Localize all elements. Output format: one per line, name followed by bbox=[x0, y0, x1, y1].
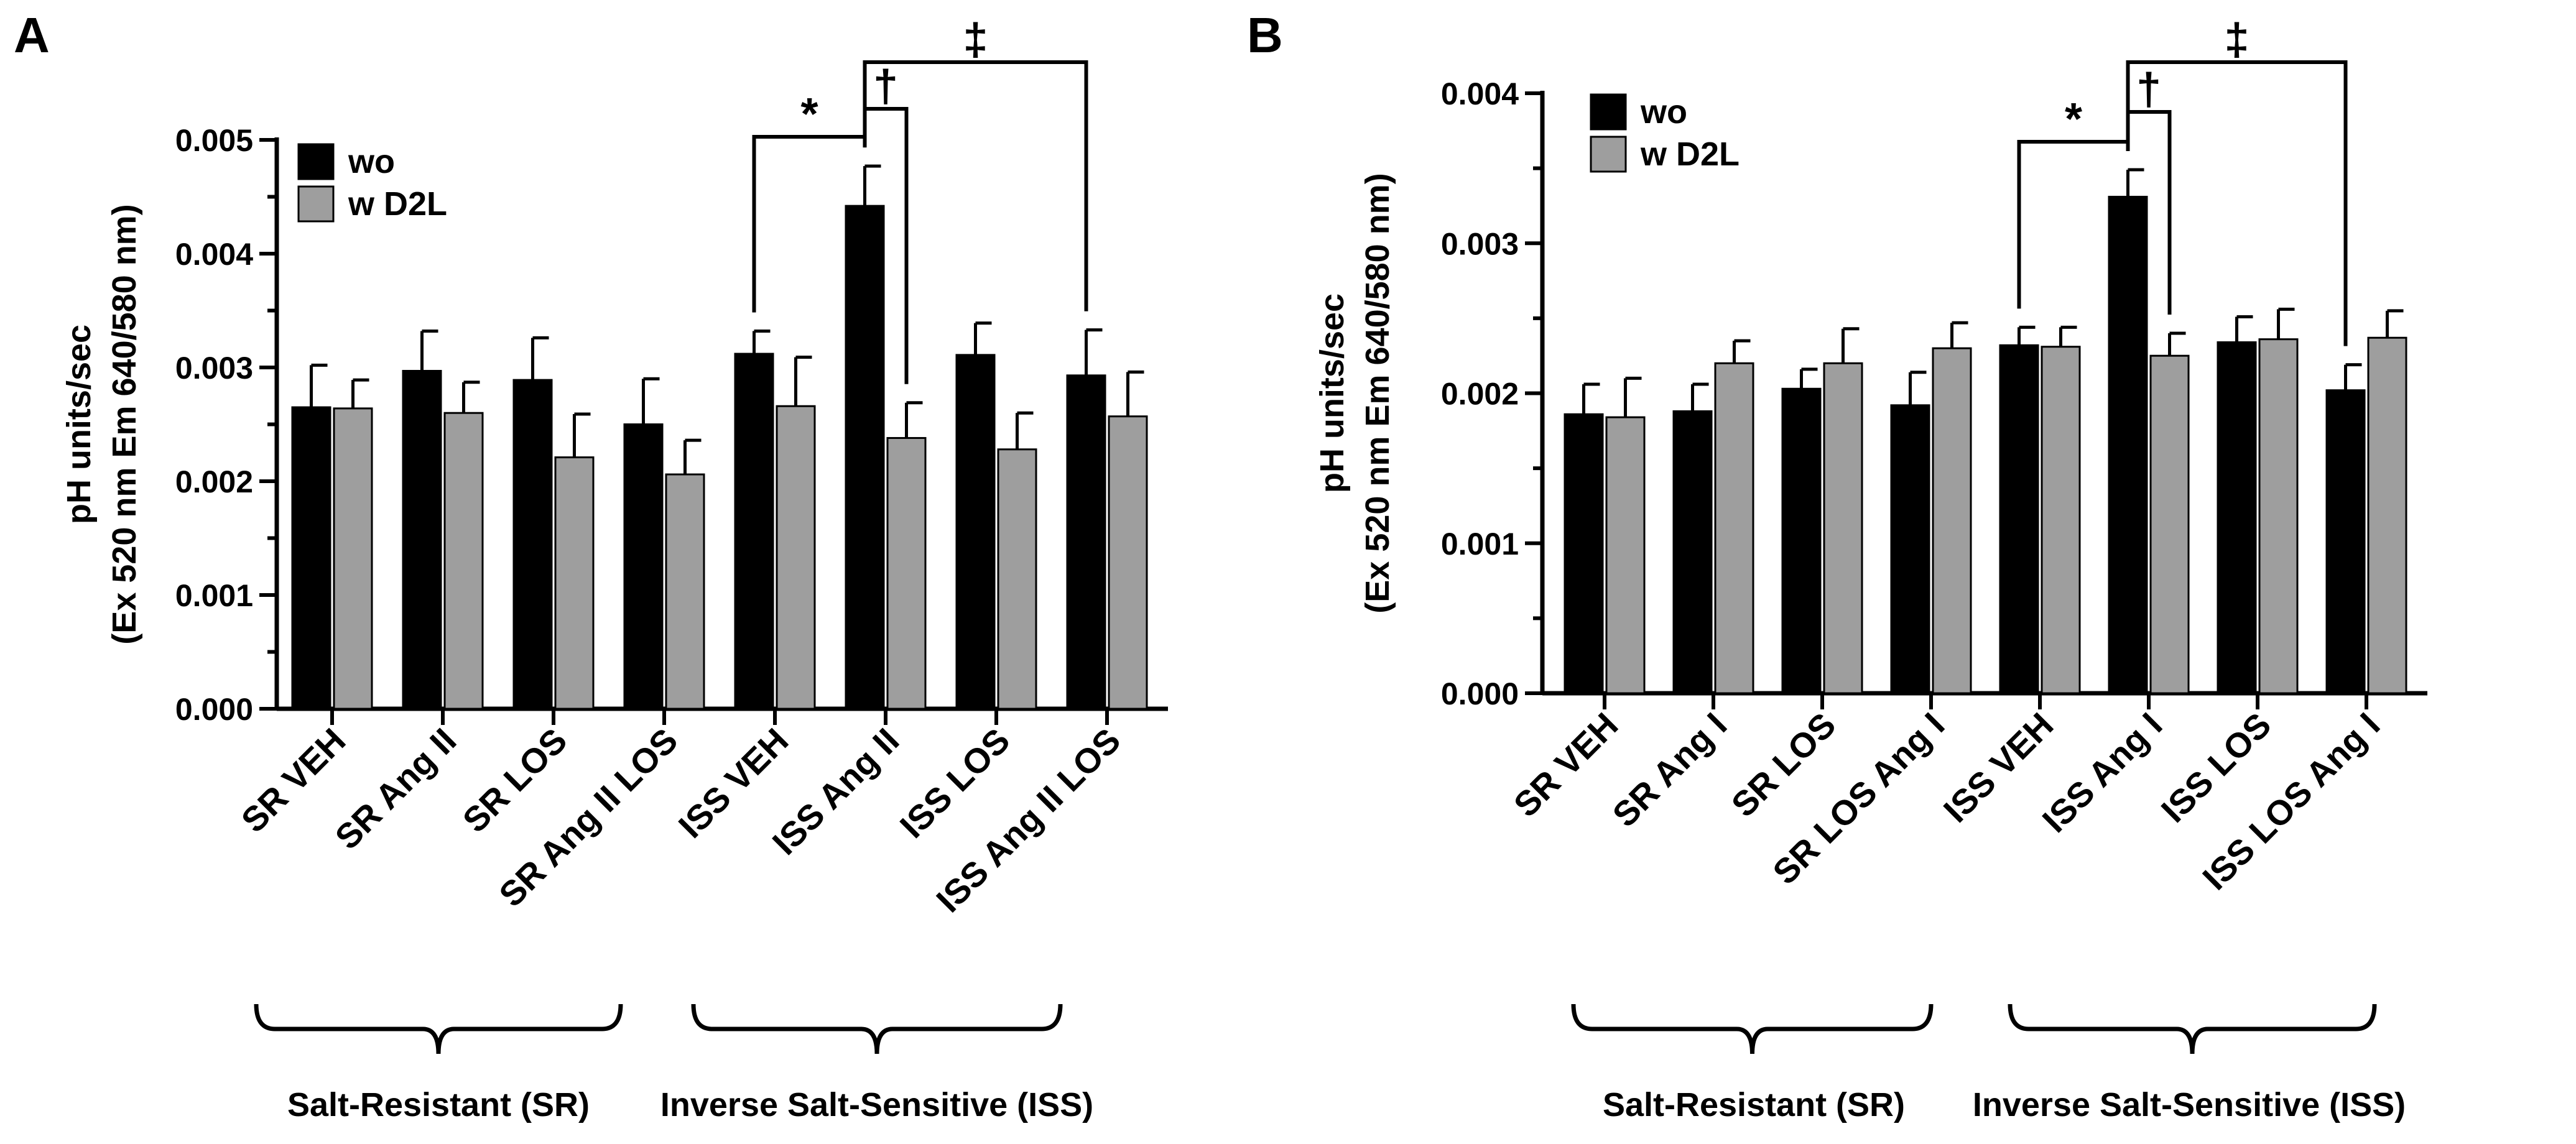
bar-w-d2l bbox=[1823, 362, 1863, 694]
bar-w-d2l bbox=[1605, 416, 1646, 694]
legend-swatch-wo bbox=[297, 143, 335, 180]
x-tick-label: SR Ang I bbox=[1605, 705, 1734, 834]
bar-w-d2l bbox=[1108, 415, 1148, 710]
significance-bracket bbox=[2128, 110, 2172, 315]
y-tick-label: 0.004 bbox=[175, 237, 253, 272]
bar-wo bbox=[1890, 404, 1930, 694]
bar-w-d2l bbox=[2041, 346, 2081, 694]
significance-marker: ‡ bbox=[2224, 15, 2249, 65]
bar-wo bbox=[734, 353, 774, 710]
group-brace bbox=[254, 1003, 623, 1054]
panel-letter: B bbox=[1247, 7, 1283, 63]
y-axis-title-line1: pH units/sec bbox=[60, 325, 98, 524]
significance-marker: ‡ bbox=[963, 15, 988, 65]
significance-marker: † bbox=[873, 62, 898, 111]
bar-w-d2l bbox=[443, 412, 484, 710]
panel-a: ApH units/sec (Ex 520 nm Em 640/580 nm) 0.… bbox=[14, 7, 1168, 1123]
bar-w-d2l bbox=[2149, 354, 2190, 694]
legend-label: wo bbox=[348, 143, 395, 180]
legend-swatch-wo bbox=[1590, 93, 1627, 131]
y-axis-title-line2: (Ex 520 nm Em 640/580 nm) bbox=[1359, 173, 1396, 613]
bar-wo bbox=[291, 406, 331, 710]
significance-bracket bbox=[864, 107, 909, 384]
legend-label: wo bbox=[1640, 93, 1687, 131]
legend-swatch-w-d2l bbox=[297, 185, 335, 223]
bar-wo bbox=[955, 354, 996, 710]
significance-marker: † bbox=[2136, 65, 2161, 114]
bar-wo bbox=[2217, 341, 2257, 694]
group-brace bbox=[1571, 1003, 1934, 1054]
bar-w-d2l bbox=[333, 407, 373, 710]
bar-w-d2l bbox=[1714, 362, 1754, 694]
bar-wo bbox=[2108, 195, 2148, 694]
y-tick-label: 0.001 bbox=[1441, 527, 1519, 561]
significance-marker: * bbox=[800, 90, 818, 139]
group-brace bbox=[2008, 1003, 2377, 1054]
group-brace bbox=[691, 1003, 1063, 1054]
bar-wo bbox=[1564, 413, 1604, 694]
legend-label: w D2L bbox=[1640, 136, 1740, 173]
y-tick-label: 0.000 bbox=[1441, 676, 1519, 711]
group-label: Salt-Resistant (SR) bbox=[287, 1086, 590, 1123]
bar-w-d2l bbox=[997, 448, 1037, 710]
bar-wo bbox=[1066, 374, 1106, 710]
significance-marker: * bbox=[2065, 95, 2082, 144]
y-tick-label: 0.002 bbox=[175, 464, 253, 499]
group-label: Salt-Resistant (SR) bbox=[1603, 1086, 1905, 1123]
bar-w-d2l bbox=[2258, 338, 2299, 694]
y-tick-label: 0.002 bbox=[1441, 377, 1519, 412]
bar-w-d2l bbox=[1932, 347, 1972, 694]
x-tick-label: SR Ang II bbox=[327, 721, 463, 857]
group-label: Inverse Salt-Sensitive (ISS) bbox=[660, 1086, 1093, 1123]
bar-wo bbox=[623, 423, 664, 710]
group-label: Inverse Salt-Sensitive (ISS) bbox=[1973, 1086, 2406, 1123]
y-axis-title-line1: pH units/sec bbox=[1313, 293, 1351, 493]
y-tick-label: 0.000 bbox=[175, 692, 253, 727]
legend-label: w D2L bbox=[348, 185, 447, 223]
significance-bracket bbox=[863, 60, 1088, 311]
x-tick-label: ISS Ang I bbox=[2035, 705, 2170, 840]
bar-wo bbox=[1781, 387, 1822, 694]
bar-w-d2l bbox=[776, 405, 816, 710]
bar-wo bbox=[845, 205, 885, 710]
y-axis-title-line2: (Ex 520 nm Em 640/580 nm) bbox=[106, 204, 143, 644]
bar-wo bbox=[1999, 344, 2039, 694]
x-tick-label: ISS Ang II LOS bbox=[929, 721, 1128, 920]
bar-wo bbox=[2325, 389, 2366, 694]
y-tick-label: 0.001 bbox=[175, 578, 253, 613]
y-tick-label: 0.004 bbox=[1441, 76, 1519, 111]
bar-wo bbox=[402, 369, 442, 710]
y-tick-label: 0.003 bbox=[175, 351, 253, 385]
bar-wo bbox=[1672, 410, 1713, 694]
y-tick-label: 0.005 bbox=[175, 123, 253, 158]
significance-bracket bbox=[2126, 60, 2348, 346]
bar-wo bbox=[512, 379, 553, 710]
bar-w-d2l bbox=[554, 456, 595, 710]
bar-w-d2l bbox=[665, 473, 705, 710]
bar-w-d2l bbox=[886, 436, 927, 710]
legend-swatch-w-d2l bbox=[1590, 136, 1627, 173]
y-tick-label: 0.003 bbox=[1441, 226, 1519, 261]
panel-letter: A bbox=[14, 7, 50, 63]
bar-w-d2l bbox=[2367, 336, 2407, 694]
panel-b: BpH units/sec (Ex 520 nm Em 640/580 nm) 0.… bbox=[1247, 7, 2427, 1123]
